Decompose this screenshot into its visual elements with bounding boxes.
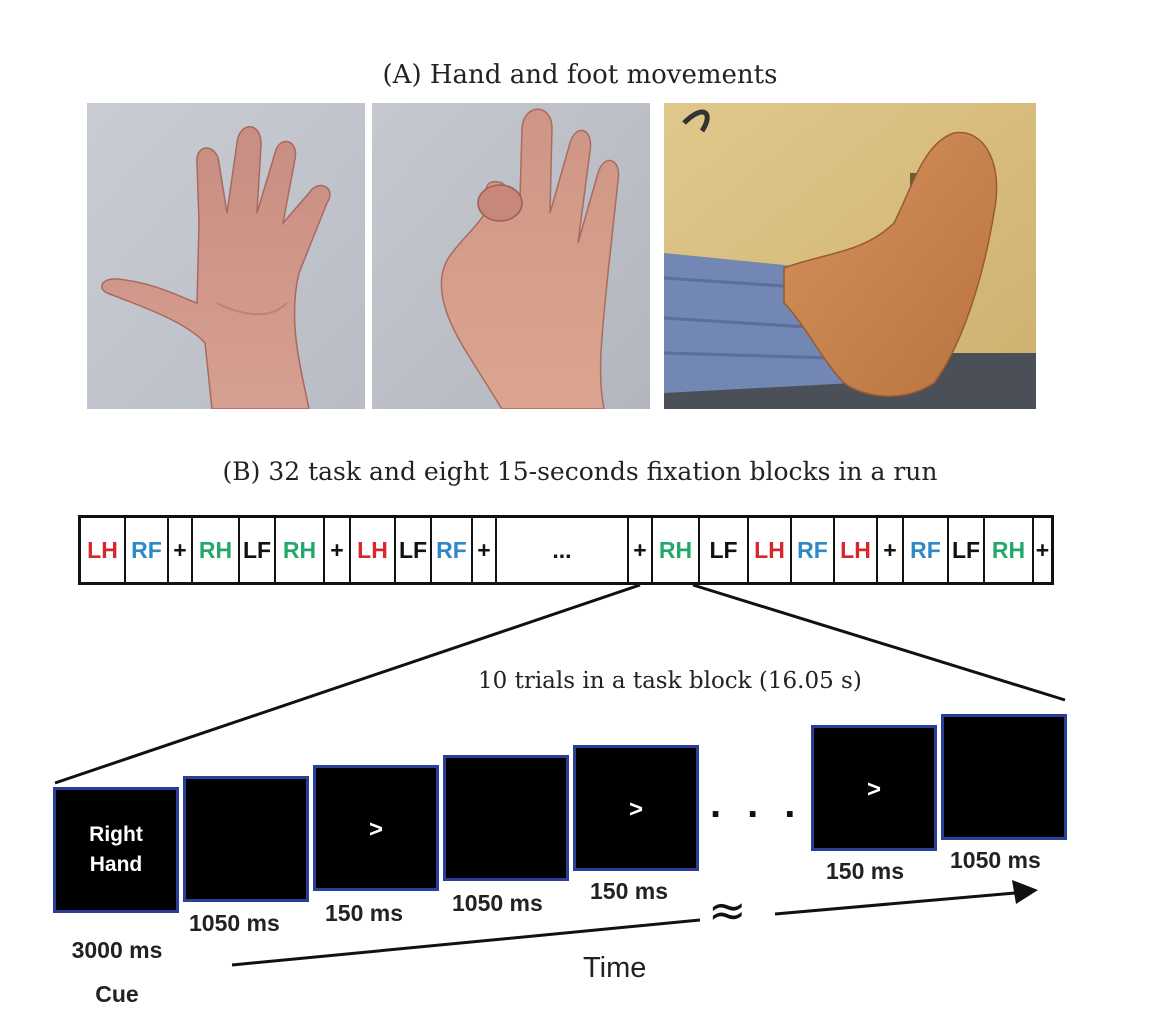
task-block-rf: RF [432, 518, 473, 582]
task-block-lh: LH [749, 518, 792, 582]
task-block-lh: LH [835, 518, 878, 582]
arrow-symbol-3: > [866, 776, 881, 803]
task-block-lf: LF [700, 518, 749, 582]
cue-screen: Right Hand [53, 787, 179, 913]
task-block-lf: LF [396, 518, 432, 582]
blank-screen-1 [183, 776, 309, 902]
ellipsis-block: ... [497, 518, 629, 582]
arrow-symbol-1: > [368, 816, 383, 843]
task-block-rh: RH [653, 518, 700, 582]
task-block-rh: RH [276, 518, 325, 582]
fixation-block: + [473, 518, 497, 582]
task-block-lh: LH [81, 518, 126, 582]
fixation-block: + [325, 518, 351, 582]
cue-text: Right Hand [89, 823, 143, 876]
task-block-lh: LH [351, 518, 396, 582]
block-sequence-bar: LH RF + RH LF RH + LH LF RF +... + RH LF LH RF LH + RF LF RH… [78, 515, 1054, 585]
arrow-screen-1: > [313, 765, 439, 891]
task-block-rf: RF [126, 518, 169, 582]
duration-cue: 3000 ms Cue [71, 937, 163, 1007]
open-hand-photo [87, 103, 365, 409]
blank-screen-2 [443, 755, 569, 881]
blank-screen-3 [941, 714, 1067, 840]
fixation-block: + [169, 518, 193, 582]
panel-b-title: (B) 32 task and eight 15-seconds fixatio… [222, 457, 938, 486]
duration-arrow-2: 150 ms [590, 878, 669, 904]
time-axis-arrowhead [1012, 880, 1038, 904]
time-axis-line-right [774, 891, 1016, 916]
duration-blank-3: 1050 ms [950, 847, 1041, 873]
arrow-symbol-2: > [628, 796, 643, 823]
time-axis-label: Time [583, 952, 647, 984]
ellipsis-dots: ... [710, 782, 822, 826]
duration-arrow-1: 150 ms [325, 900, 404, 926]
task-block-lf: LF [240, 518, 276, 582]
time-axis-line-left [231, 918, 701, 967]
foot-photo [664, 103, 1036, 409]
duration-blank-2: 1050 ms [452, 890, 543, 916]
duration-blank-1: 1050 ms [189, 910, 280, 936]
thumb-finger-touch-photo [372, 103, 650, 409]
arrow-screen-2: > [573, 745, 699, 871]
fixation-block: + [1035, 537, 1050, 563]
task-block-lf: LF [949, 518, 985, 582]
fixation-block: + [878, 518, 904, 582]
trials-label: 10 trials in a task block (16.05 s) [478, 668, 862, 694]
zoom-line-left [54, 583, 641, 785]
approx-symbol: ≈ [708, 883, 747, 937]
task-block-rh: RH [193, 518, 240, 582]
panel-a-title: (A) Hand and foot movements [382, 60, 778, 90]
task-block-rh: RH [985, 518, 1034, 582]
arrow-screen-3: > [811, 725, 937, 851]
zoom-line-right [692, 583, 1066, 702]
duration-arrow-3: 150 ms [826, 858, 905, 884]
fixation-block: + [629, 518, 653, 582]
task-block-rf: RF [904, 518, 949, 582]
task-block-rf: RF [792, 518, 835, 582]
